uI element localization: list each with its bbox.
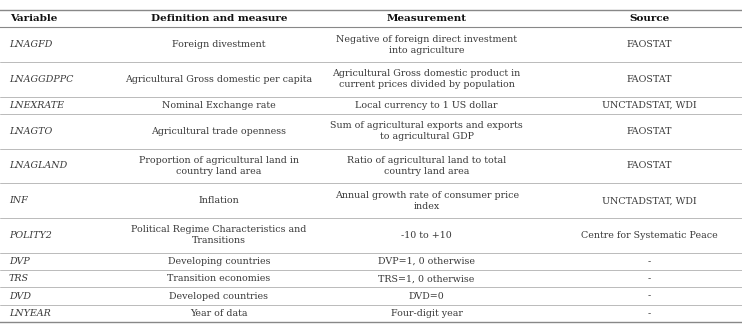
Text: Developing countries: Developing countries — [168, 257, 270, 266]
Text: Foreign divestment: Foreign divestment — [172, 40, 266, 49]
Text: -: - — [648, 274, 651, 283]
Text: Agricultural Gross domestic per capita: Agricultural Gross domestic per capita — [125, 75, 312, 84]
Text: LNAGGDPPC: LNAGGDPPC — [9, 75, 73, 84]
Text: FAOSTAT: FAOSTAT — [626, 40, 672, 49]
Text: Annual growth rate of consumer price
index: Annual growth rate of consumer price ind… — [335, 191, 519, 210]
Text: Four-digit year: Four-digit year — [391, 309, 462, 318]
Text: LNAGLAND: LNAGLAND — [9, 161, 68, 171]
Text: -: - — [648, 257, 651, 266]
Text: DVP: DVP — [9, 257, 30, 266]
Text: Variable: Variable — [10, 14, 57, 23]
Text: INF: INF — [9, 196, 27, 205]
Text: Negative of foreign direct investment
into agriculture: Negative of foreign direct investment in… — [336, 35, 517, 54]
Text: Year of data: Year of data — [190, 309, 248, 318]
Text: LNEXRATE: LNEXRATE — [9, 101, 64, 110]
Text: POLITY2: POLITY2 — [9, 231, 52, 240]
Text: Inflation: Inflation — [199, 196, 239, 205]
Text: DVD=0: DVD=0 — [409, 291, 444, 300]
Text: LNAGTO: LNAGTO — [9, 127, 52, 136]
Text: DVD: DVD — [9, 291, 31, 300]
Text: LNYEAR: LNYEAR — [9, 309, 50, 318]
Text: UNCTADSTAT, WDI: UNCTADSTAT, WDI — [602, 196, 697, 205]
Text: Agricultural Gross domestic product in
current prices divided by population: Agricultural Gross domestic product in c… — [332, 69, 521, 89]
Text: FAOSTAT: FAOSTAT — [626, 75, 672, 84]
Text: TRS: TRS — [9, 274, 29, 283]
Text: Definition and measure: Definition and measure — [151, 14, 287, 23]
Text: DVP=1, 0 otherwise: DVP=1, 0 otherwise — [378, 257, 475, 266]
Text: -10 to +10: -10 to +10 — [401, 231, 452, 240]
Text: LNAGFD: LNAGFD — [9, 40, 52, 49]
Text: Political Regime Characteristics and
Transitions: Political Regime Characteristics and Tra… — [131, 225, 306, 245]
Text: Measurement: Measurement — [387, 14, 467, 23]
Text: Local currency to 1 US dollar: Local currency to 1 US dollar — [355, 101, 498, 110]
Text: Developed countries: Developed countries — [169, 291, 269, 300]
Text: -: - — [648, 309, 651, 318]
Text: FAOSTAT: FAOSTAT — [626, 127, 672, 136]
Text: Ratio of agricultural land to total
country land area: Ratio of agricultural land to total coun… — [347, 156, 506, 176]
Text: Proportion of agricultural land in
country land area: Proportion of agricultural land in count… — [139, 156, 299, 176]
Text: Source: Source — [629, 14, 669, 23]
Text: FAOSTAT: FAOSTAT — [626, 161, 672, 171]
Text: Sum of agricultural exports and exports
to agricultural GDP: Sum of agricultural exports and exports … — [330, 122, 523, 141]
Text: Transition economies: Transition economies — [167, 274, 271, 283]
Text: UNCTADSTAT, WDI: UNCTADSTAT, WDI — [602, 101, 697, 110]
Text: TRS=1, 0 otherwise: TRS=1, 0 otherwise — [378, 274, 475, 283]
Text: Agricultural trade openness: Agricultural trade openness — [151, 127, 286, 136]
Text: Nominal Exchange rate: Nominal Exchange rate — [162, 101, 276, 110]
Text: -: - — [648, 291, 651, 300]
Text: Centre for Systematic Peace: Centre for Systematic Peace — [581, 231, 718, 240]
